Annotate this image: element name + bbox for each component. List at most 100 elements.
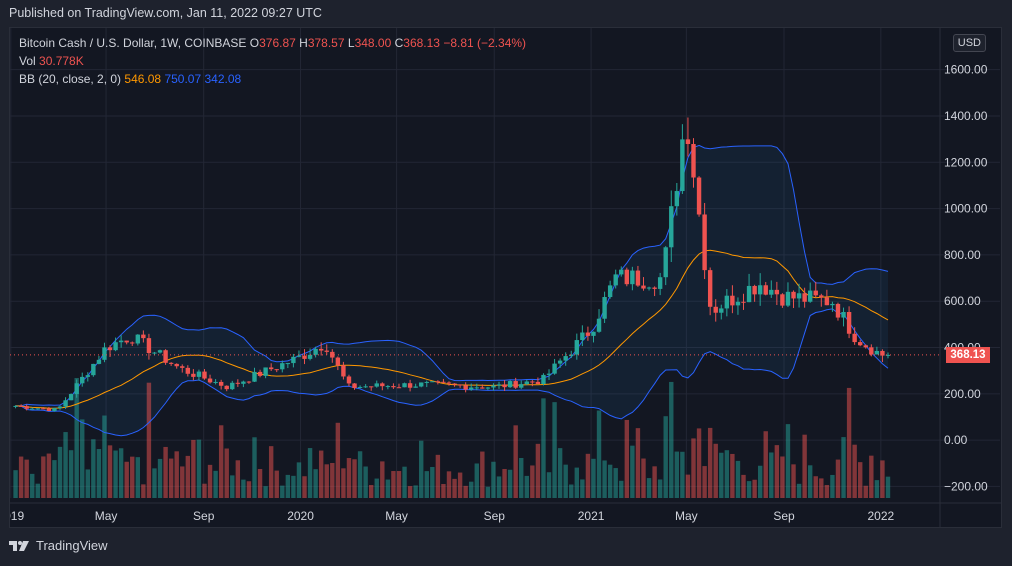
candle-body (152, 352, 157, 354)
volume-bar (296, 462, 302, 498)
candle-body (402, 383, 407, 388)
x-tick-label: 2021 (578, 509, 605, 523)
candle-body (263, 367, 268, 376)
candle-body (824, 297, 830, 306)
volume-bar (807, 465, 813, 498)
legend-bb-row[interactable]: BB (20, close, 2, 0) 546.08 750.07 342.0… (19, 70, 526, 88)
volume-bar (619, 480, 624, 498)
volume-bar (74, 378, 79, 498)
volume-bar (858, 462, 863, 498)
candle-body (730, 295, 735, 306)
candle-body (569, 354, 574, 357)
currency-button[interactable]: USD (952, 34, 986, 52)
volume-bar (330, 462, 335, 498)
candle-body (674, 191, 680, 207)
candle-body (168, 362, 174, 364)
tradingview-logo-icon (9, 540, 29, 551)
candle-body (368, 386, 374, 388)
candle-body (858, 342, 863, 346)
candle-body (74, 383, 79, 395)
candle-body (474, 387, 479, 389)
volume-bar (374, 478, 379, 498)
candle-body (207, 378, 213, 383)
volume-bar (63, 432, 68, 498)
volume-bar (452, 478, 457, 498)
legend-symbol[interactable]: Bitcoin Cash / U.S. Dollar, 1W, COINBASE (19, 36, 247, 50)
candle-body (791, 291, 796, 299)
candle-body (241, 381, 246, 384)
candle-body (246, 381, 252, 383)
volume-bar (491, 461, 496, 498)
candle-body (763, 285, 768, 295)
volume-bar (596, 410, 602, 498)
volume-bar (607, 464, 613, 498)
volume-bar (52, 460, 57, 498)
candle-body (80, 376, 85, 384)
volume-bar (874, 480, 880, 498)
volume-bar (824, 485, 830, 498)
candle-body (519, 384, 524, 388)
volume-bar (646, 478, 652, 498)
y-tick-label: 200.00 (944, 387, 981, 401)
volume-bar (141, 484, 146, 498)
candle-body (691, 144, 696, 178)
footer-brand[interactable]: TradingView (9, 538, 108, 553)
bb-fill (15, 145, 889, 436)
candle-body (118, 340, 124, 343)
chart-frame[interactable]: 1600.00 1400.00 1200.00 1000.00 800.00 600.00… (9, 27, 1002, 528)
candle-body (524, 381, 529, 385)
volume-bar (574, 467, 580, 498)
volume-bar (569, 484, 574, 498)
last-price-tag: 368.13 (946, 346, 990, 363)
volume-bar (641, 458, 646, 498)
bb-lower-line (15, 308, 889, 437)
volume-bar (146, 382, 152, 498)
volume-bar (213, 470, 218, 498)
volume-bar (291, 475, 296, 498)
volume-bar (730, 453, 735, 498)
volume-bar (363, 466, 368, 498)
candle-body (430, 381, 435, 383)
candle-body (807, 290, 813, 302)
volume-bar (96, 449, 102, 498)
candle-body (785, 291, 791, 306)
legend-volume-row[interactable]: Vol 30.778K (19, 52, 526, 70)
volume-bar (18, 456, 24, 498)
candle-body (585, 332, 591, 336)
volume-bar (630, 445, 635, 498)
volume-bar (769, 452, 774, 498)
candle-body (441, 381, 446, 383)
volume-bar (202, 483, 207, 498)
candle-body (380, 383, 385, 387)
y-tick-label: 0.00 (944, 433, 968, 447)
legend-o-label: O (249, 36, 260, 50)
volume-bar (719, 452, 724, 498)
candle-body (496, 384, 502, 386)
chart-canvas[interactable]: 1600.00 1400.00 1200.00 1000.00 800.00 600.00… (10, 28, 1002, 528)
candle-body (546, 373, 552, 375)
volume-bar (863, 485, 868, 498)
candle-body (813, 290, 818, 296)
candle-body (469, 387, 474, 390)
chart-legend: Bitcoin Cash / U.S. Dollar, 1W, COINBASE… (19, 34, 526, 88)
candle-body (396, 387, 402, 389)
bb-basis-line (15, 249, 889, 409)
volume-bar (752, 479, 757, 498)
y-tick-label: −200.00 (944, 479, 988, 493)
volume-bar (702, 466, 707, 498)
volume-bar (324, 464, 329, 498)
volume-bar (613, 468, 618, 498)
volume-bar (524, 475, 529, 498)
candle-body (746, 285, 752, 303)
candle-body (696, 177, 702, 215)
candle-body (835, 303, 841, 318)
candle-body (663, 247, 668, 278)
legend-vol-value: 30.778K (39, 54, 84, 68)
x-tick-label: Sep (773, 509, 795, 523)
candle-body (852, 333, 857, 343)
y-tick-label: 600.00 (944, 294, 981, 308)
candle-body (557, 360, 563, 364)
candle-body (107, 347, 113, 351)
candle-body (735, 301, 741, 306)
candle-body (285, 363, 291, 365)
